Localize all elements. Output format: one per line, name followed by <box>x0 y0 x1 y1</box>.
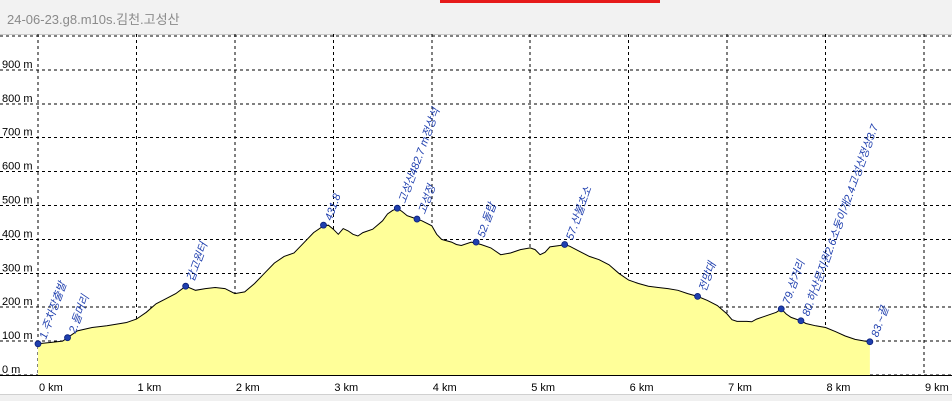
y-tick-label: 200 m <box>2 296 33 308</box>
x-tick-label: 0 km <box>39 382 63 394</box>
title-red-line <box>440 0 660 3</box>
waypoint-marker <box>694 292 701 300</box>
waypoint-marker <box>561 241 569 248</box>
waypoint-label: 57.산불초소 <box>563 184 595 242</box>
window-title: 24-06-23.g8.m10s.김천.고성산 <box>7 12 180 27</box>
waypoint-marker <box>777 305 785 313</box>
y-tick-label: 500 m <box>2 195 33 207</box>
waypoint-label: 431.8 <box>323 191 344 222</box>
x-tick-label: 7 km <box>728 382 752 394</box>
waypoint-marker <box>413 215 421 223</box>
x-tick-label: 8 km <box>827 382 851 394</box>
elevation-fill <box>38 208 870 375</box>
x-axis-labels: 0 km 1 km 2 km 3 km 4 km 5 km 6 km 7 km 8 km 9 km <box>39 382 949 394</box>
elevation-profile-chart: 0 m 100 m 200 m 300 m 400 m 500 m 600 m 700 m 80… <box>0 34 952 394</box>
waypoint-marker <box>34 340 42 348</box>
x-tick-label: 6 km <box>630 382 654 394</box>
y-tick-label: 0 m <box>2 364 20 376</box>
bottom-scrollbar[interactable] <box>0 394 952 401</box>
waypoint-marker <box>472 238 480 246</box>
waypoint-marker <box>393 204 401 212</box>
y-axis-labels: 0 m 100 m 200 m 300 m 400 m 500 m 600 m 700 m 80… <box>2 59 33 376</box>
waypoint-marker <box>797 317 805 325</box>
waypoint-label: 83.~끝 <box>869 304 891 339</box>
waypoint-marker <box>64 334 71 342</box>
waypoint-label: 79.삼거리 <box>780 258 808 306</box>
waypoint-marker <box>866 338 874 346</box>
elevation-line <box>37 207 870 345</box>
waypoint-label: 고성정 <box>416 181 439 216</box>
elevation-area <box>0 207 952 376</box>
y-tick-label: 400 m <box>2 228 33 240</box>
x-tick-label: 1 km <box>137 382 161 394</box>
y-tick-label: 300 m <box>2 262 33 274</box>
x-tick-label: 2 km <box>236 382 260 394</box>
waypoint-marker <box>182 282 190 290</box>
y-tick-label: 100 m <box>2 330 33 342</box>
y-tick-label: 600 m <box>2 161 33 173</box>
waypoint-label: 52.돌탑 <box>475 200 500 240</box>
waypoint-label: 갑고원터 <box>184 239 211 283</box>
y-tick-label: 900 m <box>2 59 33 71</box>
x-tick-label: 3 km <box>334 382 358 394</box>
x-tick-label: 4 km <box>433 382 457 394</box>
waypoint-label: 80.하산문지원2.6소둥이개2.4고성산정상3.7 <box>800 122 882 318</box>
waypoint-label: 전망대 <box>696 259 719 294</box>
x-tick-label: 5 km <box>531 382 555 394</box>
window-title-bar: 24-06-23.g8.m10s.김천.고성산 <box>0 0 952 35</box>
waypoint-marker <box>320 221 327 229</box>
waypoint-label: 1.주차장출발 <box>37 278 70 340</box>
y-tick-label: 800 m <box>2 93 33 105</box>
y-tick-label: 700 m <box>2 127 33 139</box>
x-tick-label: 9 km <box>925 382 949 394</box>
